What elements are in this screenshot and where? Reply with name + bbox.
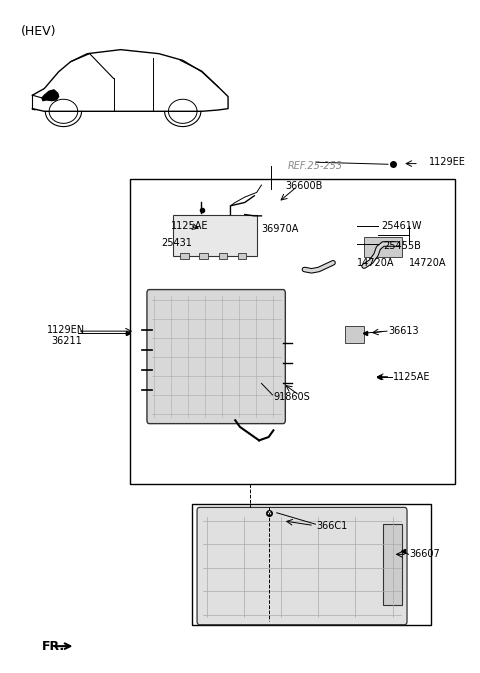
Text: 1125AE: 1125AE	[171, 221, 208, 231]
Bar	[199, 253, 208, 259]
Bar	[345, 326, 364, 343]
Text: 366C1: 366C1	[316, 520, 348, 530]
Bar	[180, 253, 189, 259]
FancyBboxPatch shape	[197, 507, 407, 625]
Text: 36613: 36613	[388, 326, 419, 336]
Polygon shape	[42, 90, 59, 100]
Text: 25431: 25431	[161, 238, 192, 248]
Bar	[364, 238, 402, 257]
Text: 1129EE: 1129EE	[429, 157, 466, 168]
FancyBboxPatch shape	[147, 289, 285, 423]
Bar	[173, 215, 257, 256]
Text: 1125AE: 1125AE	[393, 371, 430, 382]
Bar	[383, 524, 402, 604]
Text: 14720A: 14720A	[409, 258, 447, 268]
Text: 36600B: 36600B	[285, 180, 323, 190]
Text: REF.25-253: REF.25-253	[288, 161, 343, 170]
Text: 36970A: 36970A	[262, 224, 299, 234]
Text: 36211: 36211	[51, 336, 82, 345]
Text: 14720A: 14720A	[357, 258, 395, 268]
Text: (HEV): (HEV)	[21, 25, 56, 38]
Bar	[218, 253, 227, 259]
Text: 36607: 36607	[409, 549, 440, 559]
Bar	[238, 253, 246, 259]
Text: 1129EN: 1129EN	[47, 325, 85, 334]
Text: 25461W: 25461W	[381, 221, 421, 231]
Text: 25455B: 25455B	[383, 241, 421, 251]
Bar	[130, 179, 455, 484]
Bar	[192, 504, 431, 625]
Text: 91860S: 91860S	[274, 392, 310, 402]
Text: FR.: FR.	[42, 639, 65, 653]
